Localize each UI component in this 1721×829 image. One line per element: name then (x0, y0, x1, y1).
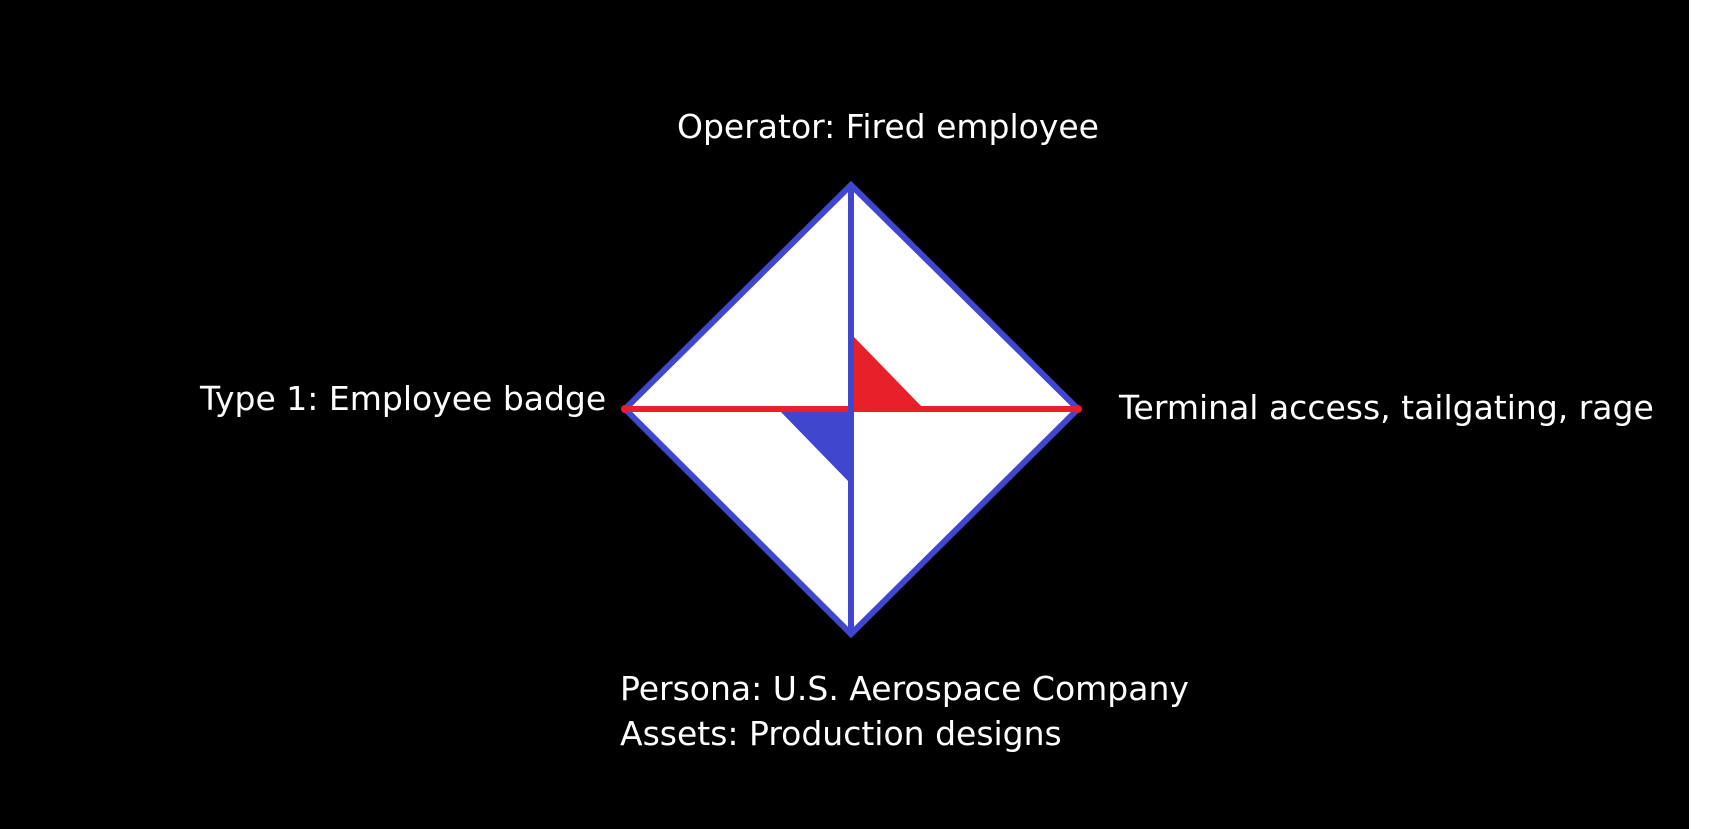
vertex-label-top: Operator: Fired employee (677, 107, 1099, 146)
left-vertex-node (621, 405, 629, 413)
vertex-label-bottom-assets: Assets: Production designs (620, 714, 1062, 753)
vertex-label-bottom-persona: Persona: U.S. Aerospace Company (620, 669, 1189, 708)
vertex-label-right: Terminal access, tailgating, rage (1119, 388, 1654, 427)
right-margin-strip (1689, 0, 1721, 829)
right-vertex-node (1074, 405, 1082, 413)
red-wedge (853, 336, 923, 408)
blue-wedge (780, 411, 848, 481)
vertex-label-left: Type 1: Employee badge (200, 379, 607, 418)
